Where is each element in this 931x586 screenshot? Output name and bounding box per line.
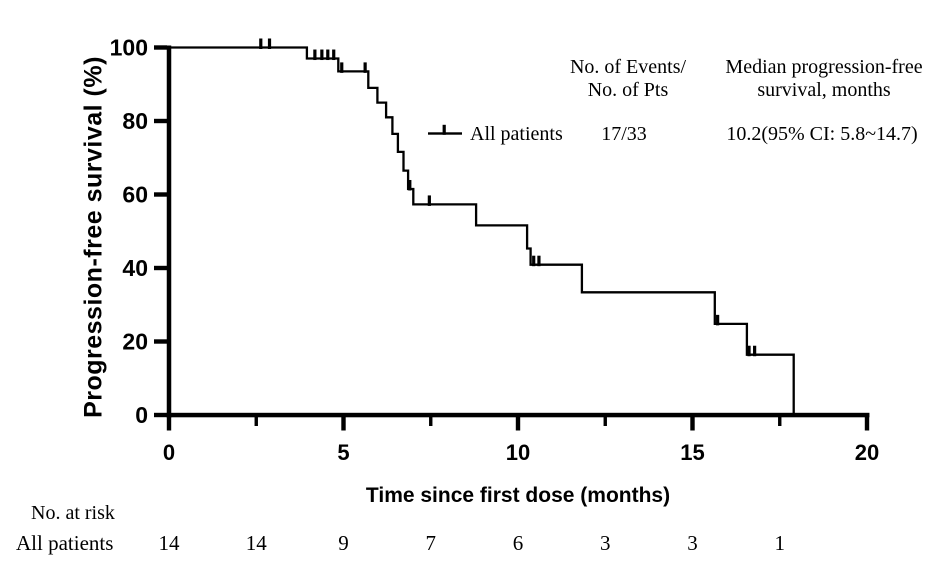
y-axis-title: Progression-free survival (%) xyxy=(79,56,108,418)
legend-median-value: 10.2(95% CI: 5.8~14.7) xyxy=(726,123,918,145)
risk-count: 9 xyxy=(338,531,349,555)
legend-events-header-line2: No. of Pts xyxy=(587,79,669,101)
legend-events-value: 17/33 xyxy=(601,123,647,145)
x-minor-tick xyxy=(429,416,433,426)
legend-events-header: No. of Events/ No. of Pts xyxy=(570,56,686,102)
x-tick-label: 10 xyxy=(506,440,530,465)
y-tick xyxy=(154,265,167,271)
y-tick-label: 20 xyxy=(122,329,148,355)
x-axis-title: Time since first dose (months) xyxy=(365,484,671,507)
legend-censor-tick xyxy=(442,124,446,135)
censor-tick xyxy=(340,62,344,73)
x-tick xyxy=(341,416,346,431)
censor-tick xyxy=(427,195,431,206)
risk-count: 14 xyxy=(159,531,181,555)
legend-median-header-line2: survival, months xyxy=(757,79,891,101)
censor-tick xyxy=(363,62,367,73)
x-tick xyxy=(690,416,695,431)
censor-tick xyxy=(753,345,757,357)
y-tick xyxy=(154,412,167,418)
y-tick-label: 0 xyxy=(135,402,148,428)
risk-count: 14 xyxy=(246,531,268,555)
risk-table-title: No. at risk xyxy=(31,502,115,524)
y-axis-line xyxy=(166,45,172,418)
x-tick-label: 5 xyxy=(337,440,349,465)
censor-tick xyxy=(320,49,324,61)
y-tick xyxy=(154,45,167,50)
y-tick-label: 60 xyxy=(122,182,148,208)
y-tick xyxy=(154,339,167,344)
x-tick xyxy=(166,416,172,431)
y-tick-label: 40 xyxy=(122,255,148,281)
censor-tick xyxy=(408,179,412,191)
x-tick xyxy=(515,416,521,431)
legend-series-label: All patients xyxy=(470,123,563,145)
risk-count: 3 xyxy=(687,531,698,555)
censor-tick xyxy=(267,38,272,49)
y-tick xyxy=(154,118,167,124)
risk-count: 6 xyxy=(513,531,524,555)
legend-median-header: Median progression-free survival, months xyxy=(725,56,922,102)
x-axis-line xyxy=(166,412,870,418)
censor-tick xyxy=(313,49,317,61)
censor-tick xyxy=(747,345,751,357)
x-tick-label: 15 xyxy=(680,440,704,465)
censor-tick xyxy=(537,255,541,267)
x-tick-label: 0 xyxy=(163,440,175,465)
x-minor-tick xyxy=(254,416,258,426)
risk-table-row-label: All patients xyxy=(16,531,114,555)
censor-tick xyxy=(532,255,536,267)
x-tick xyxy=(864,416,870,431)
risk-count: 1 xyxy=(775,531,786,555)
censor-tick xyxy=(259,38,263,49)
censor-tick xyxy=(716,314,720,326)
y-tick-label: 80 xyxy=(122,108,148,134)
x-minor-tick xyxy=(603,416,607,426)
censor-tick xyxy=(326,49,330,61)
km-curve xyxy=(167,46,795,415)
x-minor-tick xyxy=(778,416,782,426)
risk-count: 7 xyxy=(426,531,437,555)
x-tick-label: 20 xyxy=(855,440,879,465)
censor-tick xyxy=(332,49,336,61)
y-tick-label: 100 xyxy=(110,35,148,61)
legend-events-header-line1: No. of Events/ xyxy=(569,56,687,78)
risk-count: 3 xyxy=(600,531,611,555)
y-tick xyxy=(154,192,167,197)
legend-median-header-line1: Median progression-free xyxy=(725,56,923,78)
